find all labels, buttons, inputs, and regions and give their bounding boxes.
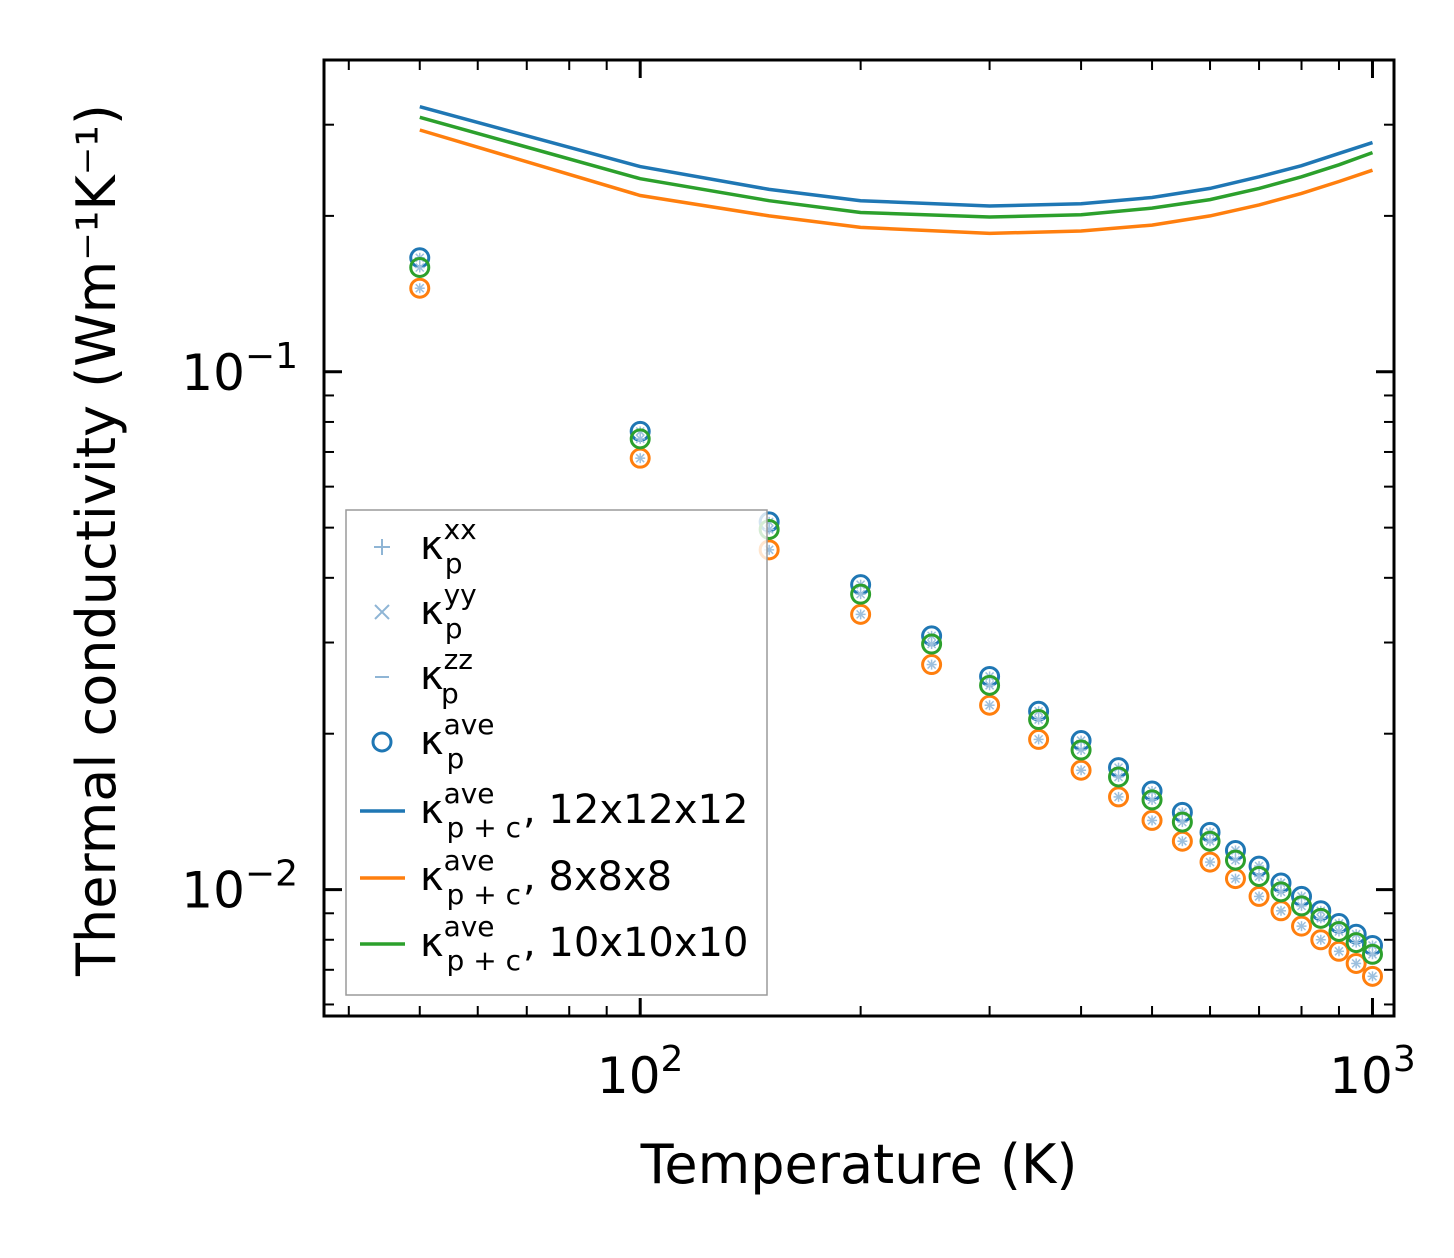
legend-entry-label: κave p + c, 10x10x10 [420, 910, 748, 977]
legend-entry-label: κzz p [420, 643, 473, 710]
kave-point [850, 603, 872, 625]
kave-point [1310, 907, 1332, 929]
kave-point [1224, 849, 1246, 871]
kave-point [1248, 865, 1270, 887]
kyy-point-b [927, 660, 937, 670]
kyy-point-b [1230, 855, 1241, 865]
kave-point [921, 633, 943, 655]
y-tick-label: 10−2 [181, 854, 298, 920]
kave-point [979, 694, 1001, 716]
kyy-point-b [927, 639, 937, 649]
kyy-point-b [415, 262, 425, 273]
x-tick-label: 102 [597, 1039, 684, 1105]
kyy-point-b [1076, 745, 1086, 755]
kyy-point-b [1076, 765, 1086, 775]
kyy-point-b [1177, 836, 1187, 846]
kyy-point-b [1254, 871, 1264, 882]
kyy-point-b [1316, 913, 1326, 923]
kyy-point-b [1296, 901, 1307, 911]
kave-point [1270, 881, 1292, 903]
kyy-point-b [415, 283, 425, 293]
kyy-point-b [1254, 891, 1264, 901]
kave-point [1070, 739, 1092, 761]
kyy-point-b [1205, 836, 1215, 846]
legend-box [345, 509, 768, 996]
legend-entry-label: κxx p [420, 513, 477, 580]
legend-entry-label: κyy p [420, 578, 477, 645]
kave-point [1361, 943, 1383, 965]
kave-point [1199, 851, 1221, 873]
kyy-point-b [635, 453, 645, 463]
kave-point [1328, 920, 1350, 942]
kave-point [1171, 811, 1193, 833]
kyy-point-b [1276, 887, 1286, 897]
kyy-point-b [1276, 906, 1286, 916]
kave-point [1108, 766, 1130, 788]
kave-point [850, 583, 872, 605]
series-line [419, 105, 1374, 208]
series-line [419, 115, 1374, 219]
kave-point [1108, 786, 1130, 808]
kave-point [409, 277, 431, 299]
kave-point [1248, 885, 1270, 907]
kave-point [921, 654, 943, 676]
kyy-point-b [1334, 946, 1344, 956]
y-axis-label: Thermal conductivity (Wm⁻¹K⁻¹) [65, 104, 128, 977]
legend-entry-label: κave p + c, 8x8x8 [420, 844, 672, 911]
kave-point [409, 256, 431, 278]
kyy-point-b [1296, 921, 1307, 931]
scatter-series [409, 247, 1383, 987]
kyy-point-b [1034, 715, 1044, 725]
kave-point [1028, 728, 1050, 750]
line-series [419, 105, 1374, 236]
x-axis-label: Temperature (K) [640, 1133, 1078, 1196]
kyy-point-b [1367, 949, 1378, 959]
y-tick-label: 10−1 [181, 336, 298, 402]
kave-point [1291, 915, 1313, 937]
kave-point [1070, 759, 1092, 781]
kave-point [1291, 895, 1313, 917]
kave-point [1310, 929, 1332, 951]
kave-point [1141, 789, 1163, 811]
legend-circle-marker [371, 731, 393, 753]
kyy-point-b [856, 609, 866, 619]
kave-point [629, 428, 651, 450]
kave-point [1345, 952, 1367, 974]
kyy-point-b [1147, 815, 1157, 825]
kyy-point-b [1114, 792, 1124, 802]
kyy-point-b [1334, 926, 1344, 937]
kyy-point-b [856, 589, 866, 599]
kyy-point-b [1177, 817, 1187, 827]
tick-marks [324, 59, 1394, 1016]
kyy-point-b [1147, 795, 1157, 805]
kyy-point-b [635, 434, 645, 444]
kyy-point-b [1114, 772, 1124, 782]
kave-point [1328, 940, 1350, 962]
kyy-point-b [1351, 938, 1361, 948]
kave-point [1028, 709, 1050, 731]
legend-entry-label: κave p + c, 12x12x12 [420, 777, 748, 844]
kave-point [1361, 965, 1383, 987]
kyy-point-b [1034, 734, 1044, 744]
kyy-point-b [985, 680, 995, 690]
kave-point [1345, 932, 1367, 954]
kave-point [979, 674, 1001, 696]
kave-point [1199, 830, 1221, 852]
legend-cross-marker-b [374, 604, 390, 620]
x-tick-label: 103 [1329, 1039, 1416, 1105]
kyy-point-b [1367, 971, 1378, 981]
kyy-point-b [1351, 958, 1361, 968]
plot-area-frame [322, 58, 1396, 1018]
kyy-point-b [1316, 935, 1326, 945]
kyy-point-b [985, 700, 995, 710]
kave-point [1141, 809, 1163, 831]
legend-entry-label: κave p [420, 708, 495, 775]
kyy-point-b [1205, 857, 1215, 867]
tick-labels: 102 103 10−1 10−2 [181, 336, 1415, 1105]
series-line [419, 128, 1374, 236]
kyy-point-b [1230, 874, 1241, 884]
